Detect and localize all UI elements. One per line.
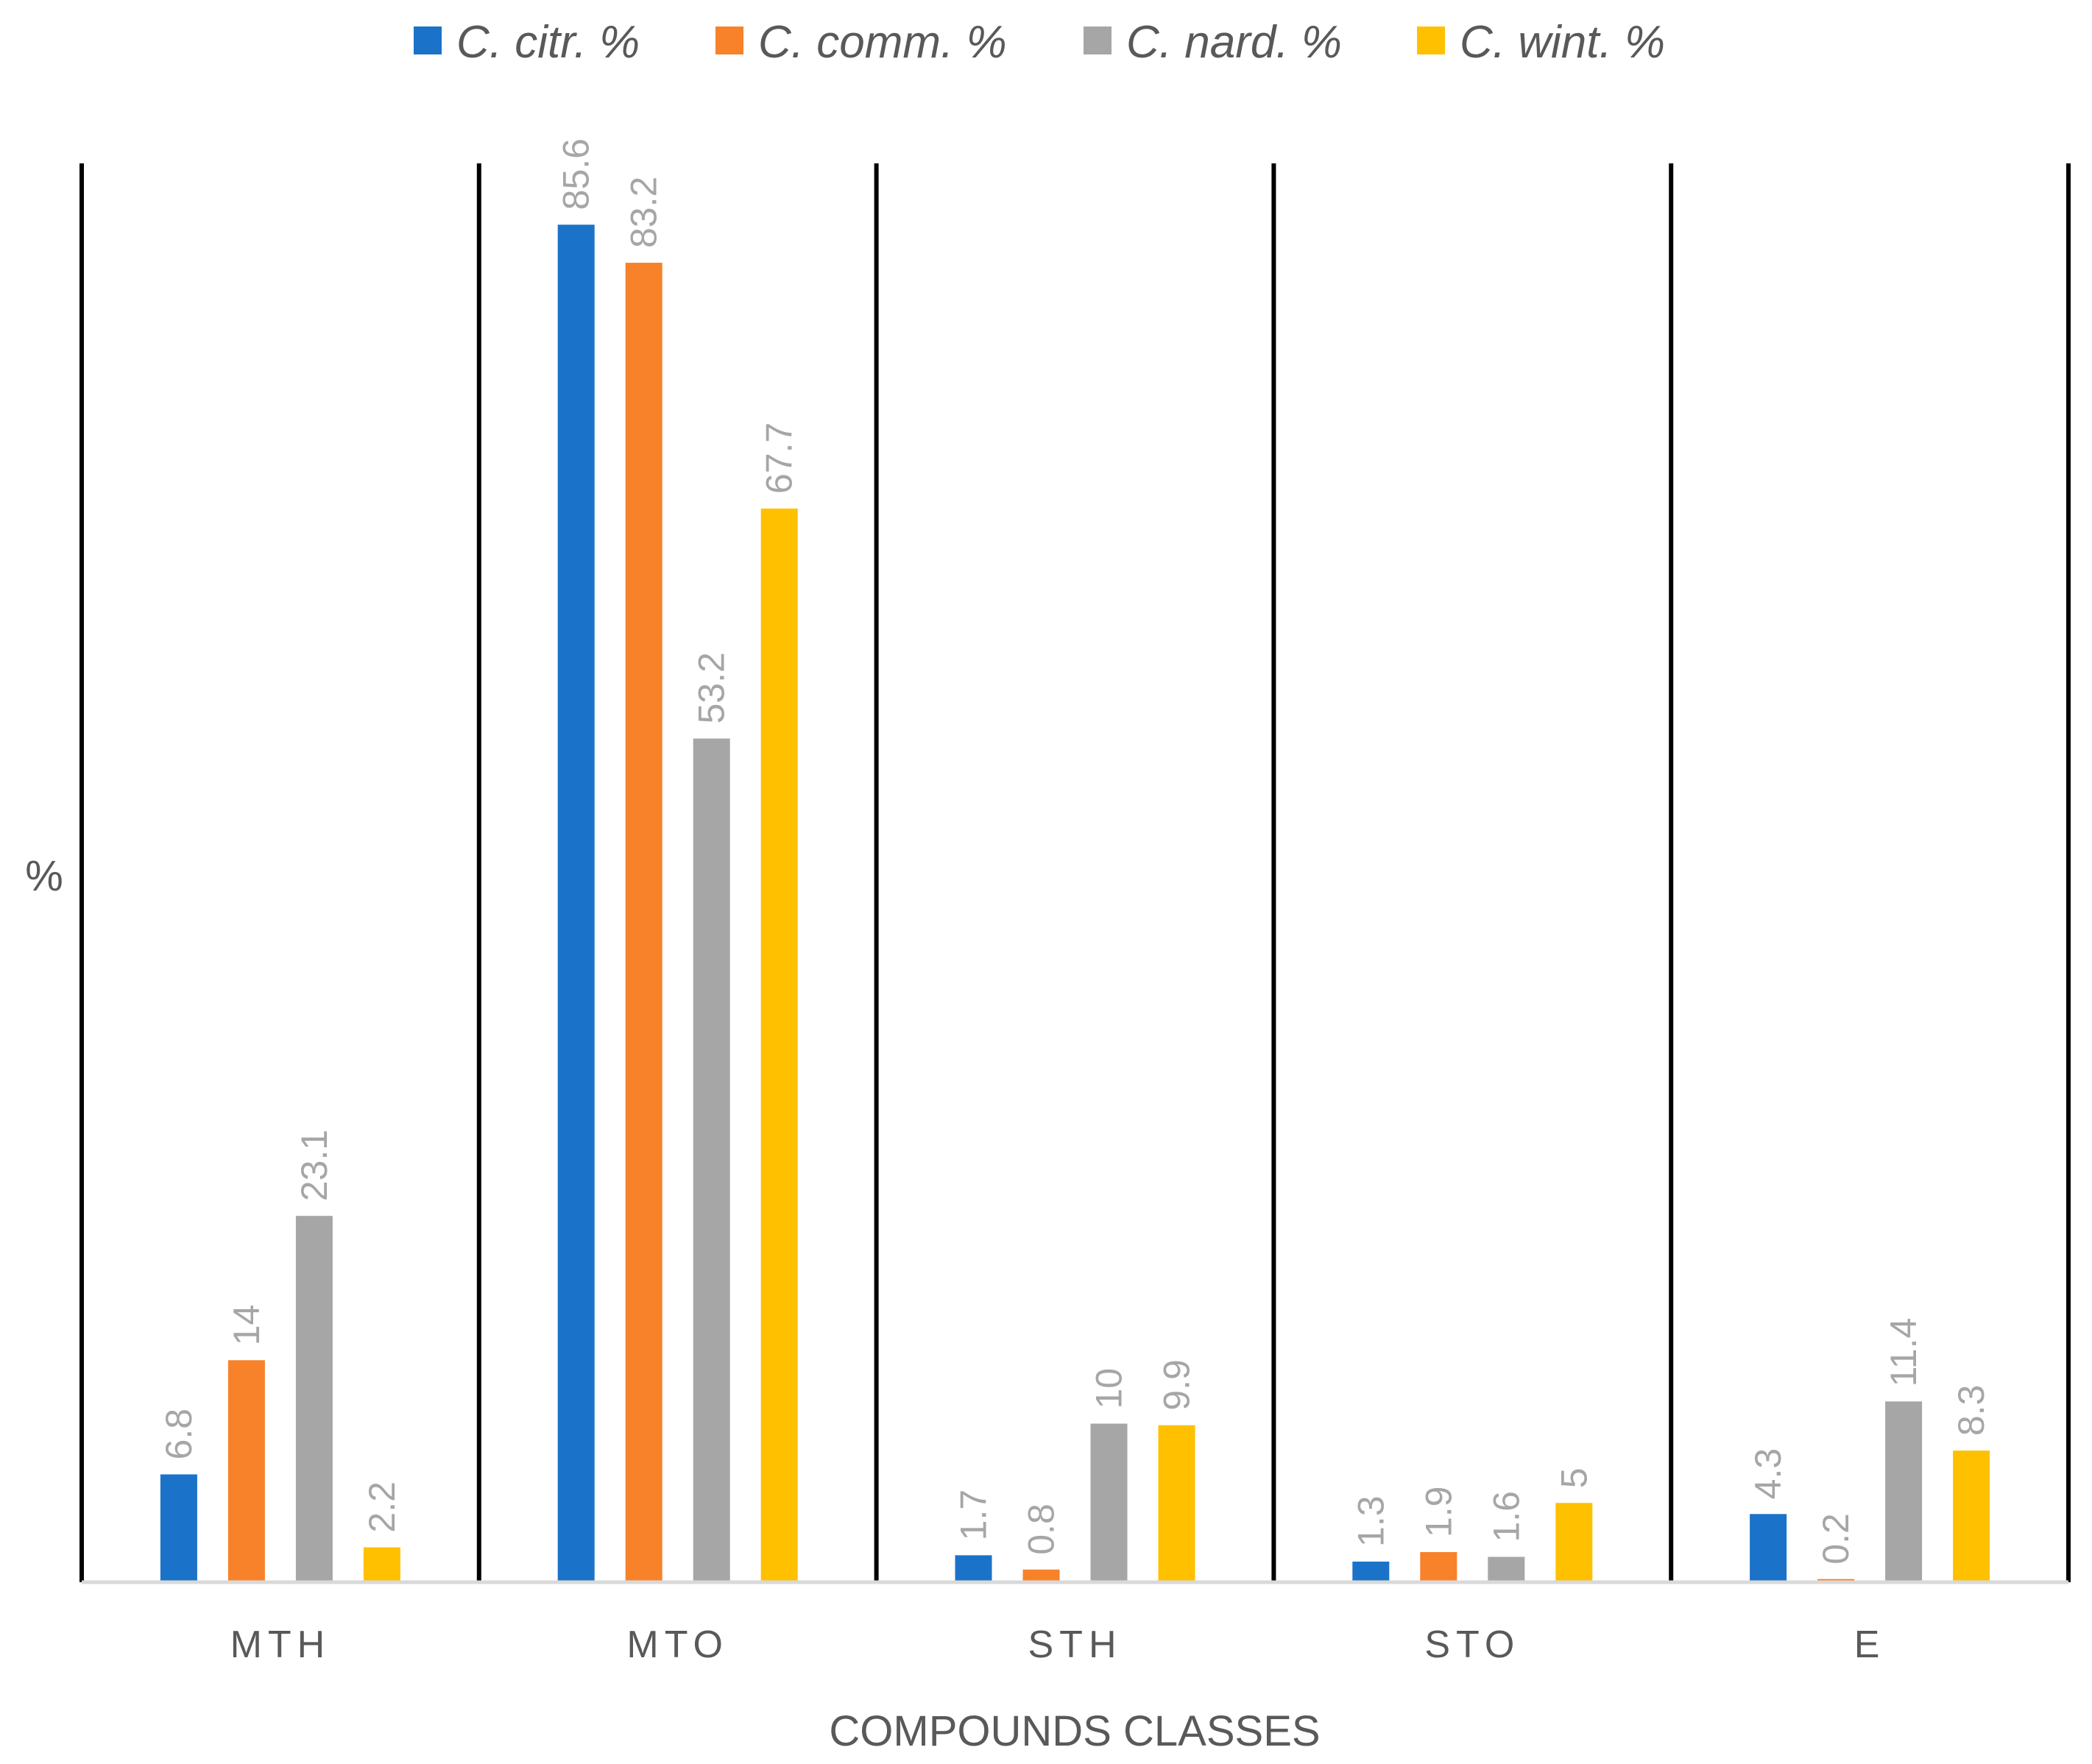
data-label: 67.7: [759, 422, 800, 494]
bar: [1953, 1450, 1990, 1582]
data-label: 0.8: [1021, 1503, 1062, 1555]
x-tick-labels: MTH MTO STH STO E: [230, 1623, 1886, 1666]
data-label: 1.6: [1485, 1491, 1527, 1542]
x-tick-label: STH: [1028, 1623, 1123, 1666]
data-label: 83.2: [623, 177, 665, 248]
x-tick-label: MTH: [230, 1623, 331, 1666]
data-label: 23.1: [294, 1130, 335, 1201]
data-label: 5: [1553, 1467, 1594, 1488]
bar: [1420, 1552, 1457, 1582]
bar: [160, 1474, 197, 1582]
data-label: 1.7: [953, 1490, 994, 1541]
legend-swatch: [414, 26, 442, 54]
data-label: 9.9: [1156, 1359, 1198, 1411]
data-labels: 6.8 14 23.1 2.2 85.6 83.2 53.2 67.7 1.7 0.8 10 9.9 1…: [158, 138, 1992, 1565]
bar: [227, 1360, 265, 1582]
data-label: 10: [1089, 1368, 1130, 1409]
data-label: 8.3: [1951, 1385, 1992, 1437]
category-separators: [79, 163, 2071, 1582]
x-tick-label: MTO: [626, 1623, 729, 1666]
data-label: 0.2: [1815, 1513, 1856, 1565]
x-axis-title: COMPOUNDS CLASSES: [829, 1707, 1320, 1755]
bar: [1352, 1561, 1390, 1582]
bar: [557, 224, 595, 1582]
legend-swatch: [1084, 26, 1112, 54]
legend-label: C. citr. %: [456, 17, 640, 68]
x-tick-label: E: [1854, 1623, 1886, 1666]
bars: [160, 224, 1990, 1583]
data-label: 11.4: [1883, 1318, 1924, 1387]
legend: C. citr. % C. comm. % C. nard. % C. wint. %: [414, 17, 1665, 68]
data-label: 1.9: [1418, 1487, 1459, 1538]
bar: [1158, 1425, 1195, 1582]
legend-swatch: [1417, 26, 1445, 54]
bar: [1885, 1401, 1923, 1582]
bar: [1750, 1514, 1787, 1582]
data-label: 2.2: [361, 1481, 403, 1533]
data-label: 4.3: [1748, 1448, 1789, 1500]
data-label: 14: [226, 1305, 267, 1346]
bar: [363, 1547, 400, 1582]
data-label: 85.6: [556, 138, 597, 210]
bar: [625, 263, 662, 1582]
bar: [955, 1555, 992, 1582]
data-label: 6.8: [158, 1409, 199, 1460]
legend-label: C. wint. %: [1460, 17, 1665, 68]
data-label: 53.2: [691, 652, 732, 723]
data-label: 1.3: [1350, 1495, 1391, 1547]
legend-label: C. comm. %: [758, 17, 1007, 68]
legend-label: C. nard. %: [1126, 17, 1342, 68]
bar: [1555, 1503, 1593, 1582]
bar: [760, 509, 798, 1583]
bar: [1090, 1423, 1128, 1582]
y-axis-title: %: [25, 852, 63, 900]
bar: [1488, 1556, 1525, 1582]
bar: [1022, 1569, 1060, 1582]
legend-swatch: [715, 26, 743, 54]
bar: [693, 738, 730, 1582]
x-tick-label: STO: [1424, 1623, 1520, 1666]
bar: [295, 1216, 333, 1582]
